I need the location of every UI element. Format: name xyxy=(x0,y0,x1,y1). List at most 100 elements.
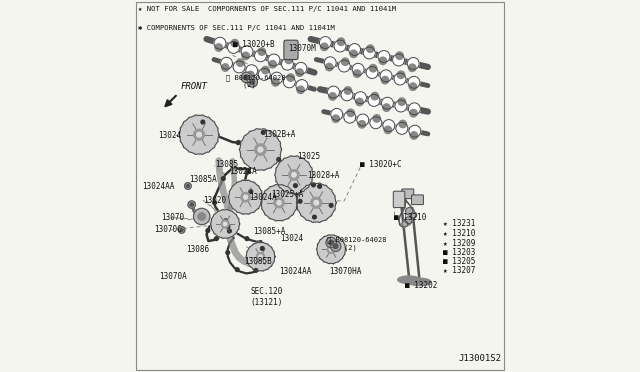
Circle shape xyxy=(241,72,252,83)
Circle shape xyxy=(330,203,333,207)
Text: J13001S2: J13001S2 xyxy=(458,354,502,363)
Circle shape xyxy=(368,94,380,106)
Circle shape xyxy=(410,109,417,117)
Circle shape xyxy=(247,77,257,87)
Circle shape xyxy=(394,73,406,85)
Circle shape xyxy=(356,98,364,106)
Circle shape xyxy=(358,121,365,128)
Circle shape xyxy=(188,201,195,208)
Text: 13020: 13020 xyxy=(203,196,226,205)
Text: 13070: 13070 xyxy=(161,213,184,222)
FancyBboxPatch shape xyxy=(402,189,413,199)
Circle shape xyxy=(236,268,239,272)
Circle shape xyxy=(214,237,218,241)
Circle shape xyxy=(212,201,216,205)
Circle shape xyxy=(408,103,420,115)
Text: 1302B+A: 1302B+A xyxy=(264,130,296,139)
Circle shape xyxy=(246,71,254,79)
Text: 13024AA: 13024AA xyxy=(279,267,312,276)
Circle shape xyxy=(259,68,270,80)
Circle shape xyxy=(260,247,264,250)
Circle shape xyxy=(350,50,357,58)
Circle shape xyxy=(381,76,388,84)
Circle shape xyxy=(244,195,248,199)
Circle shape xyxy=(221,220,229,228)
Circle shape xyxy=(296,69,303,76)
Text: 13025+A: 13025+A xyxy=(271,190,303,199)
Circle shape xyxy=(271,72,283,84)
Circle shape xyxy=(333,244,338,248)
Circle shape xyxy=(407,58,419,70)
Circle shape xyxy=(314,201,319,205)
Circle shape xyxy=(190,203,193,206)
Circle shape xyxy=(194,129,205,140)
Circle shape xyxy=(326,237,337,248)
Circle shape xyxy=(246,170,250,174)
Polygon shape xyxy=(275,156,313,194)
Circle shape xyxy=(198,213,205,220)
Circle shape xyxy=(262,66,269,74)
Circle shape xyxy=(408,64,416,71)
Text: FRONT: FRONT xyxy=(180,82,207,91)
Circle shape xyxy=(352,63,364,75)
Circle shape xyxy=(277,158,280,161)
Circle shape xyxy=(337,38,345,45)
Circle shape xyxy=(215,44,223,51)
Circle shape xyxy=(328,86,339,98)
Text: 13070M: 13070M xyxy=(289,44,316,53)
Circle shape xyxy=(326,63,333,71)
Circle shape xyxy=(296,80,308,92)
Text: ■ 13205: ■ 13205 xyxy=(443,257,475,266)
Circle shape xyxy=(298,199,302,203)
Circle shape xyxy=(193,208,210,225)
Circle shape xyxy=(409,83,417,90)
Circle shape xyxy=(319,36,332,48)
Circle shape xyxy=(221,64,229,71)
Circle shape xyxy=(342,58,349,65)
FancyBboxPatch shape xyxy=(412,195,424,205)
Circle shape xyxy=(284,76,295,88)
Text: SEC.120
(13121): SEC.120 (13121) xyxy=(250,287,282,307)
Text: ■ 13202: ■ 13202 xyxy=(405,281,437,290)
Text: ■ 13210: ■ 13210 xyxy=(394,213,426,222)
Polygon shape xyxy=(179,115,219,154)
Text: 13085+A: 13085+A xyxy=(253,227,285,236)
Circle shape xyxy=(396,52,403,60)
Text: ■ 13020+B: ■ 13020+B xyxy=(232,40,274,49)
Circle shape xyxy=(242,52,250,60)
Polygon shape xyxy=(260,185,298,221)
Circle shape xyxy=(330,247,333,251)
Circle shape xyxy=(311,197,322,208)
Circle shape xyxy=(236,141,240,145)
Circle shape xyxy=(398,98,406,105)
Circle shape xyxy=(294,184,298,187)
FancyBboxPatch shape xyxy=(394,191,405,208)
Ellipse shape xyxy=(397,276,420,283)
Circle shape xyxy=(329,93,336,100)
Circle shape xyxy=(371,92,379,100)
Circle shape xyxy=(405,217,412,224)
Circle shape xyxy=(341,89,353,101)
Circle shape xyxy=(381,97,394,109)
Circle shape xyxy=(344,111,356,123)
Circle shape xyxy=(406,208,413,215)
Circle shape xyxy=(383,120,395,132)
Circle shape xyxy=(347,109,355,116)
Text: 13024A: 13024A xyxy=(250,193,277,202)
Circle shape xyxy=(312,183,316,187)
Circle shape xyxy=(378,51,390,62)
Circle shape xyxy=(241,192,250,202)
Circle shape xyxy=(201,120,205,124)
Circle shape xyxy=(318,185,321,188)
Circle shape xyxy=(295,62,307,74)
Circle shape xyxy=(399,120,406,128)
Ellipse shape xyxy=(408,278,431,286)
Circle shape xyxy=(255,50,266,62)
Text: 13085B: 13085B xyxy=(244,257,271,266)
Text: 13024A: 13024A xyxy=(229,167,257,176)
Circle shape xyxy=(214,37,226,49)
Circle shape xyxy=(402,221,408,227)
Circle shape xyxy=(259,255,262,259)
Circle shape xyxy=(221,177,225,180)
Circle shape xyxy=(384,126,392,134)
